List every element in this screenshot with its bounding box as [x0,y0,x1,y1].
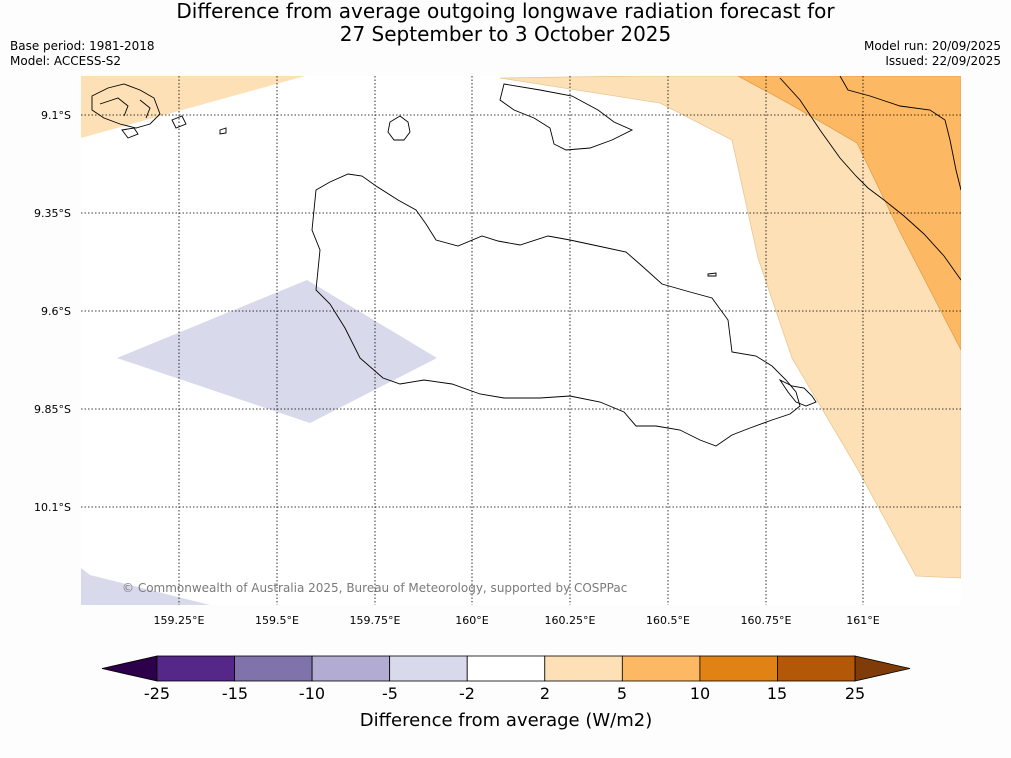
lon-label: 159.5°E [255,614,299,627]
colorbar-segment [389,655,468,682]
colorbar-tick-label: 15 [767,684,787,703]
colorbar-tick-label: -2 [459,684,475,703]
meta-right: Model run: 20/09/2025 Issued: 22/09/2025 [864,39,1001,69]
lon-label: 159.25°E [154,614,205,627]
colorbar-underflow-triangle [101,655,158,682]
title-line-2: 27 September to 3 October 2025 [339,22,672,46]
meta-left: Base period: 1981-2018 Model: ACCESS-S2 [10,39,155,69]
base-period: Base period: 1981-2018 [10,39,155,53]
islet-northwest-1 [121,127,139,139]
lat-label: 9.6°S [41,305,71,318]
colorbar-segment [466,655,546,682]
lon-label: 160.5°E [646,614,690,627]
colorbar-tick-label: 10 [690,684,710,703]
colorbar-segment [156,655,235,682]
colorbar-segment [699,655,778,682]
marau-coastline [778,378,817,407]
lon-label: 159.75°E [350,614,401,627]
colorbar-segments [156,655,856,682]
islet-northwest-2 [171,115,187,129]
anomaly-band-minus5-to-minus2-west [117,280,437,423]
lat-label: 9.35°S [34,207,71,220]
title-line-1: Difference from average outgoing longwav… [176,0,835,23]
malaita-coastline [779,77,961,281]
colorbar-tick-label: 2 [540,684,550,703]
colorbar-tick-label: 5 [617,684,627,703]
anomaly-band-5-to-10-east [737,76,961,351]
russell-islands-detail [99,97,151,119]
islet-northwest-3 [219,127,227,135]
lon-label: 161°E [846,614,879,627]
colorbar: -25 -15 -10 -5 -2 2 5 10 15 25 Differenc… [101,655,911,731]
savo-island-coastline [387,115,411,141]
copyright-notice: © Commonwealth of Australia 2025, Bureau… [122,581,627,595]
colorbar-segment [311,655,391,682]
model-name: Model: ACCESS-S2 [10,54,122,68]
issued-date: Issued: 22/09/2025 [885,54,1001,68]
colorbar-tick-label: -10 [299,684,325,703]
lon-label: 160.75°E [741,614,792,627]
latitude-labels: 9.1°S 9.35°S 9.6°S 9.85°S 10.1°S [34,109,71,514]
chart-title: Difference from average outgoing longwav… [0,0,1011,46]
colorbar-overflow-triangle [854,655,911,682]
anomaly-band-2-to-5-east [499,76,961,579]
russell-islands-coastline [91,83,161,129]
coastlines [91,76,961,447]
longitude-labels: 159.25°E 159.5°E 159.75°E 160°E 160.25°E… [154,614,880,627]
guadalcanal-coastline [311,173,801,447]
colorbar-tick-label: -25 [144,684,170,703]
lat-label: 9.85°S [34,403,71,416]
islet-east [707,272,717,277]
colorbar-segment [234,655,313,682]
colorbar-segment [621,655,701,682]
lat-label: 9.1°S [41,109,71,122]
lat-label: 10.1°S [34,501,71,514]
colorbar-tick-label: 25 [845,684,865,703]
lon-label: 160°E [455,614,488,627]
colorbar-tick-label: -15 [222,684,248,703]
colorbar-tick-label: -5 [382,684,398,703]
colorbar-title: Difference from average (W/m2) [360,710,652,731]
graticule [81,76,961,605]
malaita-inlets [839,76,961,191]
colorbar-segment [544,655,623,682]
model-run: Model run: 20/09/2025 [863,39,1001,53]
florida-islands-coastline [499,83,634,151]
anomaly-band-minus5-to-minus2-southwest [81,568,210,605]
lon-label: 160.25°E [545,614,596,627]
colorbar-segment [777,655,856,682]
anomaly-band-2-to-5-northwest [81,76,305,138]
